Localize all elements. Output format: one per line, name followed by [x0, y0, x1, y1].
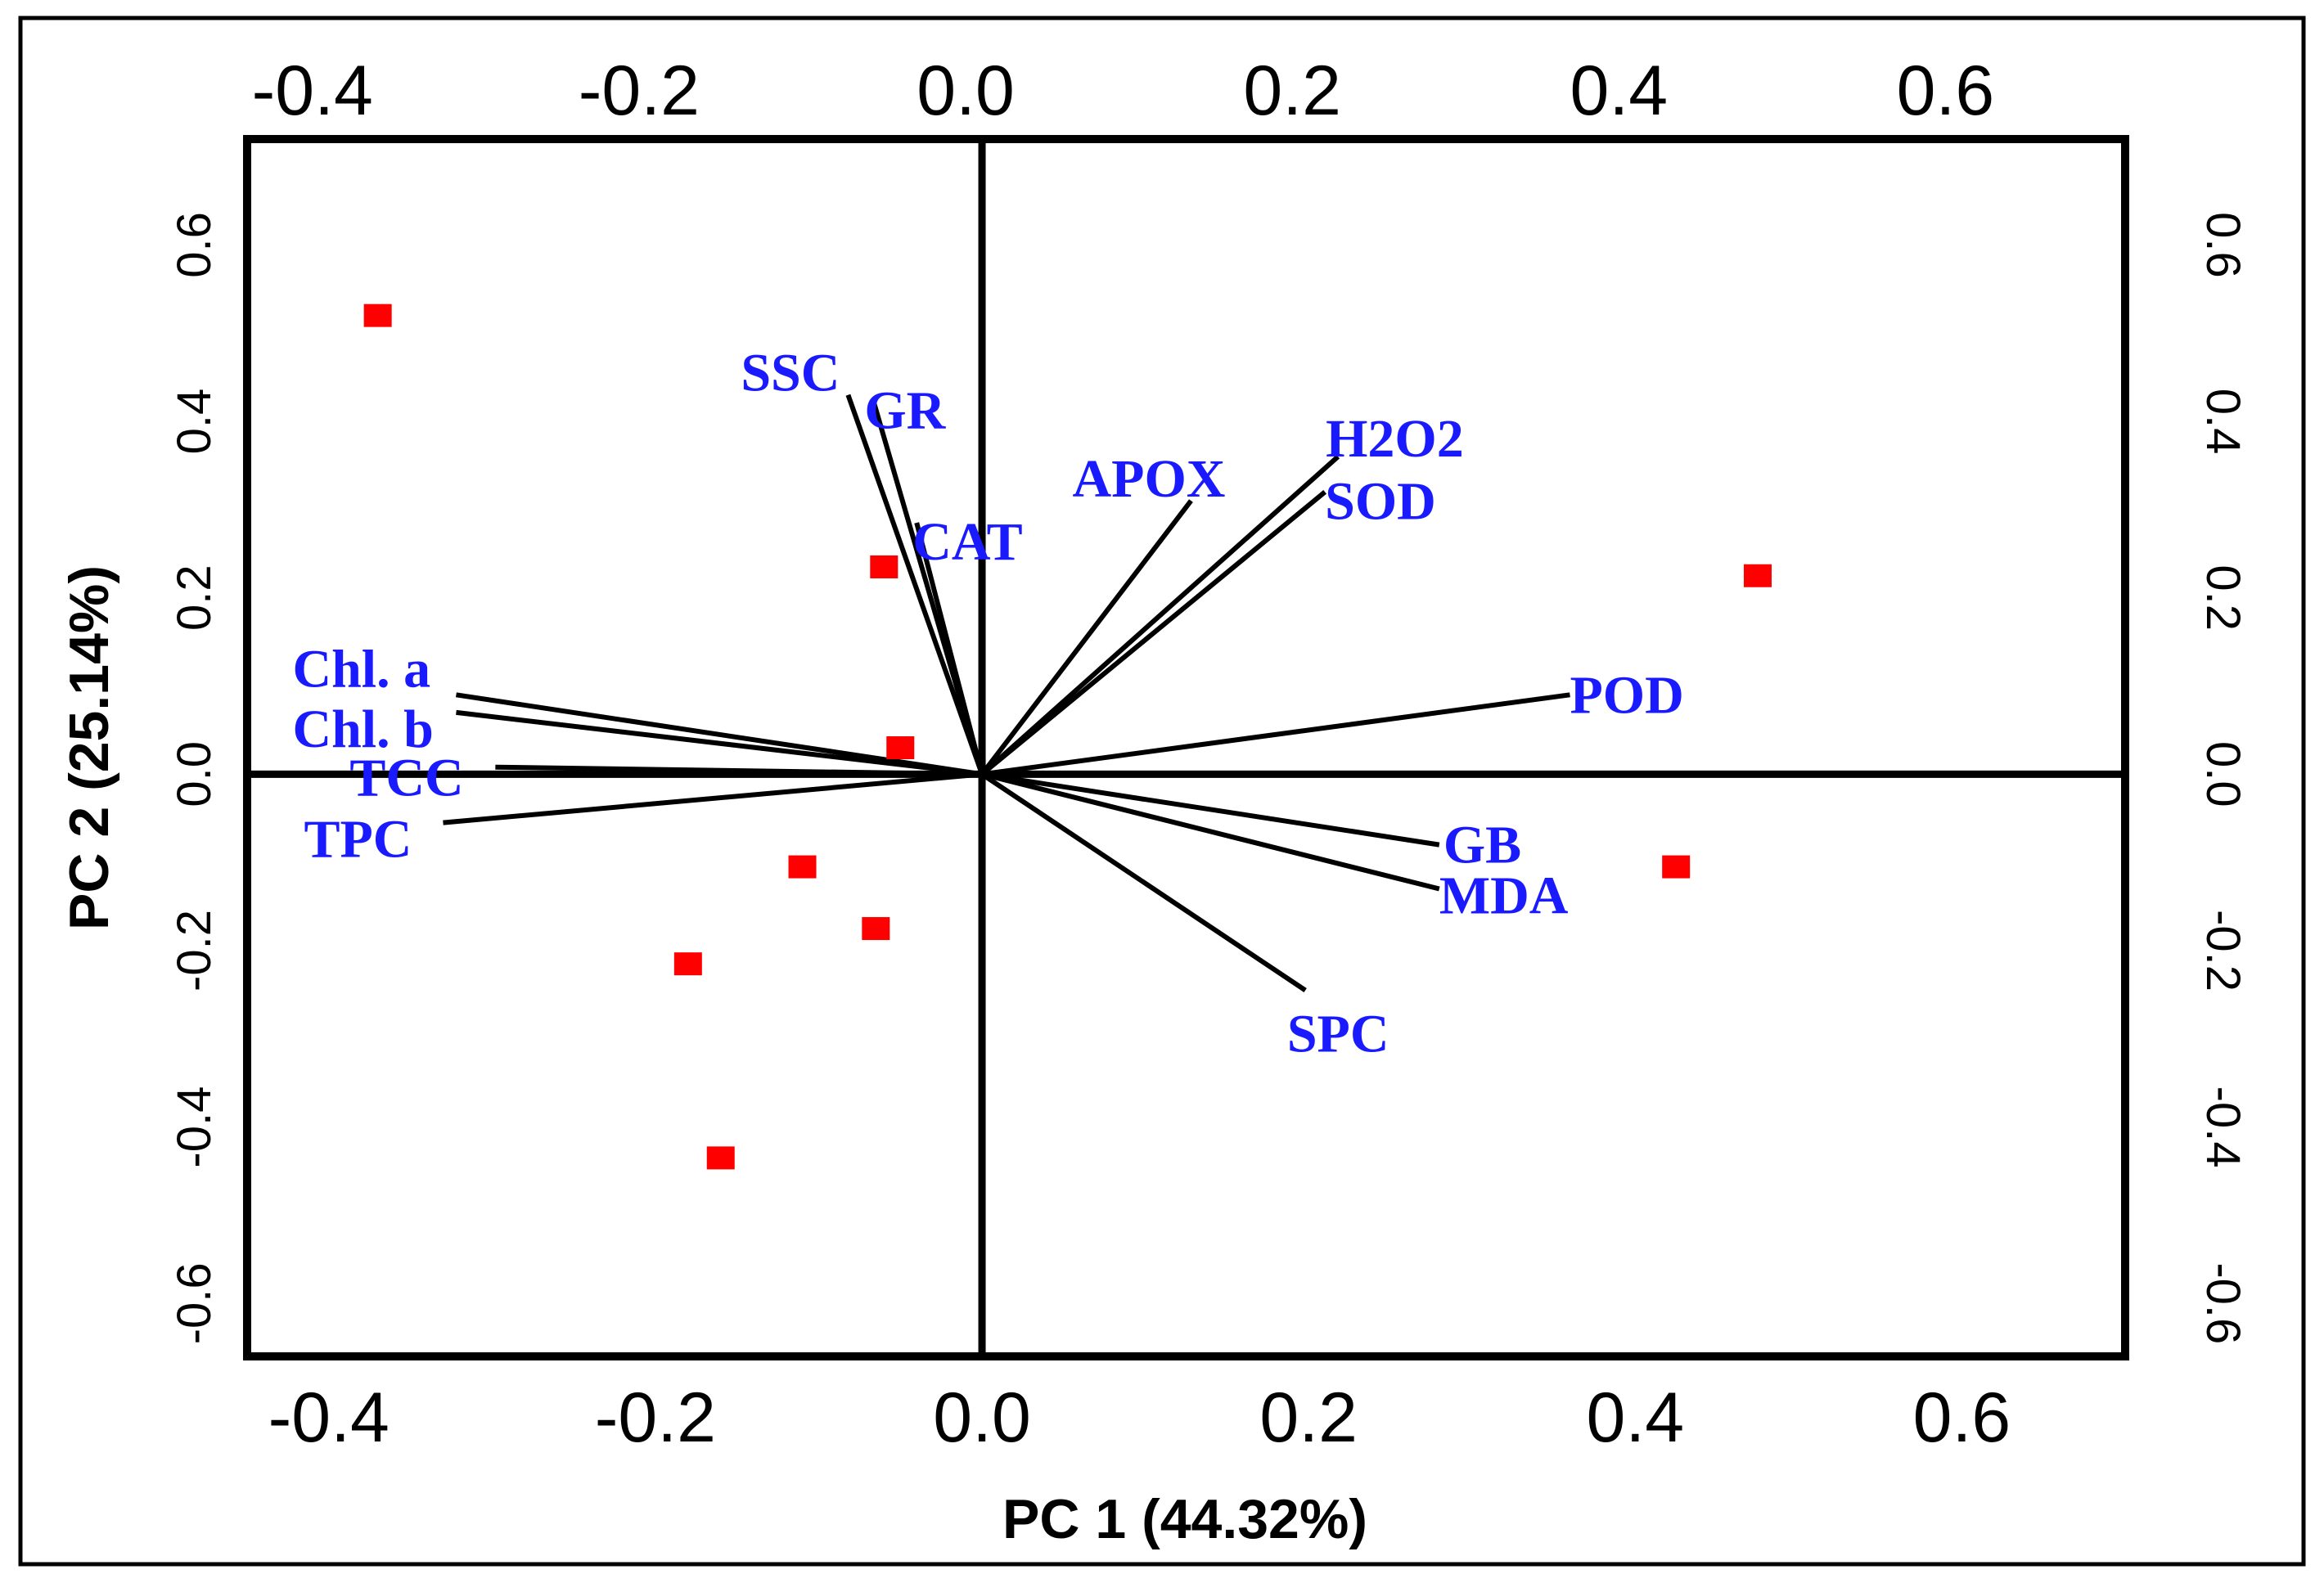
- x-tick-label-bottom: -0.4: [268, 1378, 390, 1457]
- y-axis-title: PC 2 (25.14%): [58, 565, 120, 930]
- y-tick-label-left: -0.2: [168, 910, 221, 992]
- x-tick-label-top: 0.2: [1243, 52, 1341, 130]
- loading-label-cat: CAT: [912, 512, 1022, 572]
- loading-vector-chl-a: [455, 692, 983, 777]
- loading-label-mda: MDA: [1439, 866, 1569, 926]
- score-point-3: [886, 736, 915, 759]
- x-tick-label-bottom: -0.2: [595, 1378, 716, 1457]
- y-tick-label-left: 0.2: [168, 564, 221, 631]
- score-point-5: [862, 917, 890, 941]
- x-tick-label-top: -0.2: [579, 52, 700, 130]
- ticks-layer: -0.4 -0.4 -0.2 -0.2 0.0 0.0 0.2 0.2 0.4 0.4 0.6 0.6…: [168, 52, 2250, 1457]
- y-tick-label-left: -0.4: [168, 1086, 221, 1168]
- y-tick-label-right: 0.2: [2196, 564, 2250, 631]
- loading-vector-tcc: [495, 764, 983, 777]
- loading-vector-h2o2: [980, 454, 1340, 776]
- y-tick-label-right: 0.6: [2196, 212, 2250, 278]
- loading-vector-gb: [981, 771, 1440, 848]
- score-point-1: [363, 304, 392, 327]
- loading-label-spc: SPC: [1287, 1005, 1389, 1064]
- x-tick-label-top: 0.0: [917, 52, 1015, 130]
- score-point-7: [706, 1146, 735, 1170]
- loading-label-tcc: TCC: [349, 749, 463, 808]
- score-point-4: [788, 855, 817, 879]
- y-tick-label-left: -0.6: [168, 1262, 221, 1344]
- x-tick-label-bottom: 0.6: [1913, 1378, 2011, 1457]
- loading-label-gr: GR: [864, 380, 946, 440]
- loading-vector-tpc: [443, 771, 983, 825]
- loading-label-chl-b: Chl. b: [292, 699, 433, 759]
- loading-vector-cat: [914, 522, 984, 776]
- y-tick-label-left: 0.0: [168, 741, 221, 807]
- loading-label-apox: APOX: [1072, 449, 1225, 509]
- loading-vector-spc: [980, 771, 1307, 993]
- loading-label-h2o2: H2O2: [1326, 409, 1464, 469]
- loading-label-sod: SOD: [1325, 471, 1436, 531]
- x-tick-label-top: 0.4: [1570, 52, 1669, 130]
- loading-label-pod: POD: [1570, 665, 1683, 725]
- y-tick-label-left: 0.4: [168, 389, 221, 455]
- scores-layer: [363, 304, 1772, 1170]
- loading-label-gb: GB: [1443, 816, 1521, 875]
- loading-vector-ssc: [845, 394, 984, 776]
- y-tick-label-right: 0.4: [2196, 389, 2250, 455]
- x-axis-title: PC 1 (44.32%): [1002, 1488, 1367, 1550]
- loading-label-chl-a: Chl. a: [292, 639, 430, 699]
- y-tick-label-right: -0.6: [2196, 1262, 2250, 1344]
- score-point-6: [673, 952, 702, 976]
- loading-vector-sod: [980, 489, 1327, 776]
- score-point-9: [1662, 855, 1691, 879]
- x-tick-label-bottom: 0.2: [1259, 1378, 1358, 1457]
- x-tick-label-top: -0.4: [252, 52, 373, 130]
- score-point-2: [870, 555, 899, 578]
- loading-label-ssc: SSC: [741, 344, 840, 403]
- x-tick-label-top: 0.6: [1897, 52, 1995, 130]
- y-tick-label-right: 0.0: [2196, 741, 2250, 807]
- loading-label-tpc: TPC: [304, 810, 412, 870]
- loading-vector-mda: [981, 771, 1440, 892]
- score-point-8: [1743, 564, 1772, 587]
- y-tick-label-right: -0.2: [2196, 910, 2250, 992]
- loading-vector-chl-b: [456, 709, 983, 777]
- x-tick-label-bottom: 0.4: [1587, 1378, 1685, 1457]
- outer-frame: [18, 16, 2306, 1567]
- y-tick-label-left: 0.6: [168, 212, 221, 278]
- x-tick-label-bottom: 0.0: [933, 1378, 1031, 1457]
- axes-layer: [247, 139, 2125, 1356]
- plot-frame: [243, 135, 2129, 1360]
- loading-vector-pod: [981, 692, 1570, 777]
- y-tick-label-right: -0.4: [2196, 1086, 2250, 1168]
- loading-vector-apox: [980, 499, 1193, 776]
